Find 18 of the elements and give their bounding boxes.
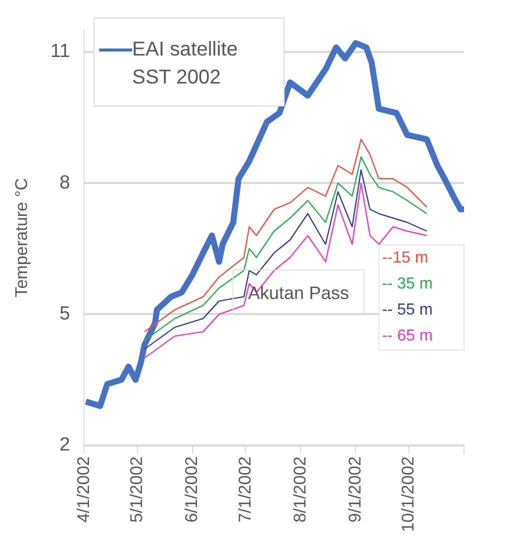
text: -- 55 m xyxy=(382,301,433,318)
y-tick-label: 2 xyxy=(60,434,70,456)
text: --15 m xyxy=(382,249,428,266)
x-tick-label: 8/1/2002 xyxy=(290,456,310,523)
text: -- 65 m xyxy=(382,327,433,344)
y-tick-label: 8 xyxy=(60,172,70,194)
legend-label: EAI satellite SST 2002 xyxy=(132,38,238,89)
y-axis-title: Temperature °C xyxy=(12,178,31,298)
x-tick-label: 5/1/2002 xyxy=(127,456,146,523)
x-tick-label: 9/1/2002 xyxy=(345,456,364,523)
y-tick-label: 5 xyxy=(60,303,70,324)
y-tick-label: 11 xyxy=(50,41,70,62)
x-tick-label: 4/1/2002 xyxy=(74,456,93,523)
x-tick-label: 7/1/2002 xyxy=(235,456,254,523)
x-tick-label: 10/1/2002 xyxy=(398,456,418,532)
text: -- 35 m xyxy=(382,275,433,292)
x-tick-label: 6/1/2002 xyxy=(182,456,202,523)
annotation: Akutan Pass xyxy=(248,282,350,303)
